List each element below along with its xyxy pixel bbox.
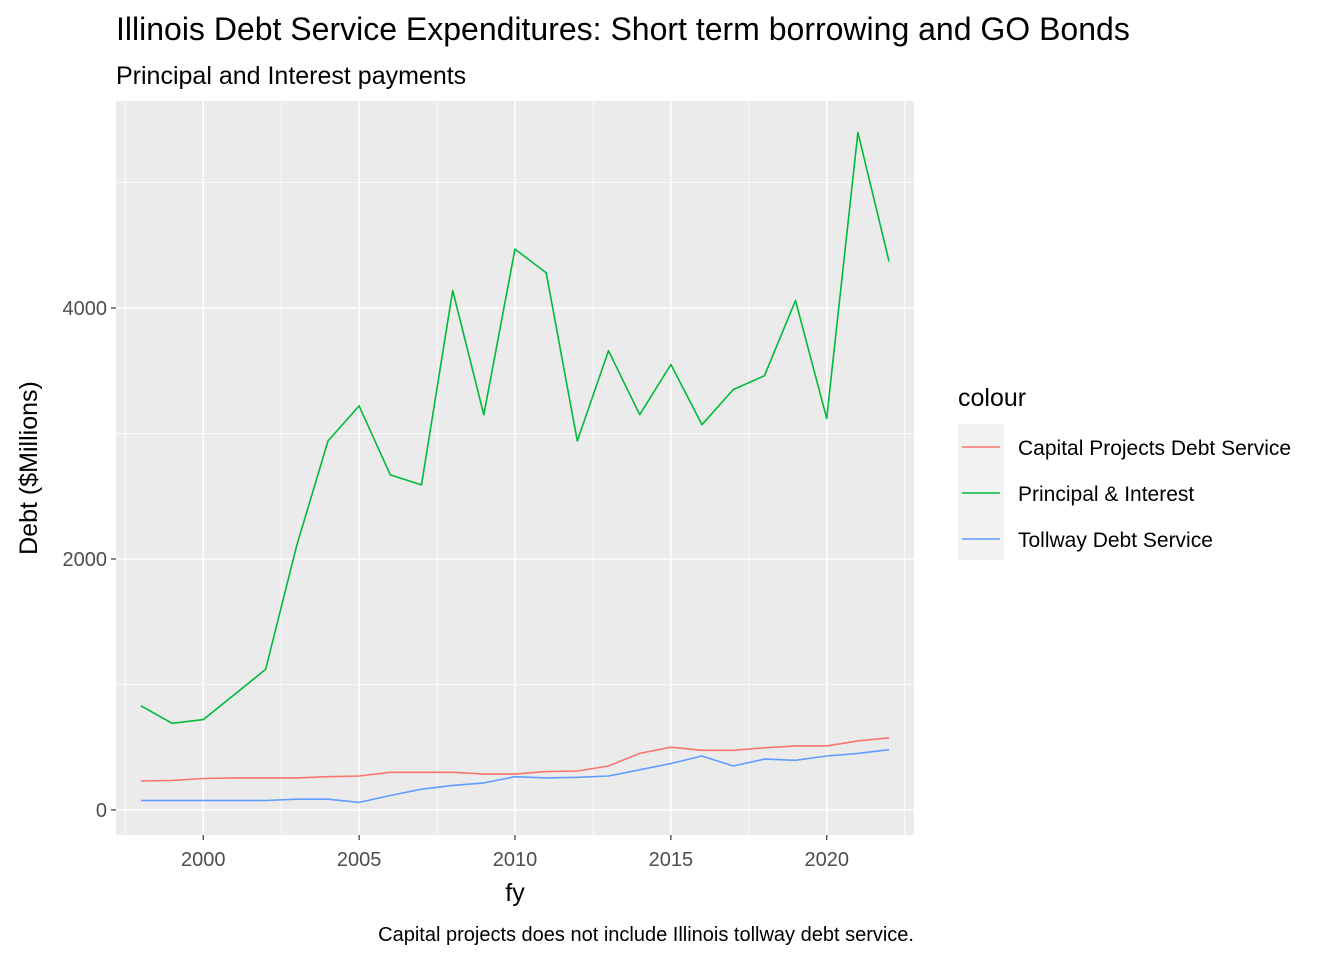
legend-label: Tollway Debt Service: [1018, 529, 1213, 552]
chart-title: Illinois Debt Service Expenditures: Shor…: [116, 11, 1130, 47]
legend: colour Capital Projects Debt Service Prin…: [958, 384, 1291, 560]
series-line-tollway-debt-service: [140, 748, 890, 804]
chart-subtitle: Principal and Interest payments: [116, 62, 466, 90]
major-gridlines: [116, 101, 914, 835]
x-tick-label: 2005: [337, 849, 382, 871]
y-tick-label: 2000: [63, 549, 108, 571]
chart-caption: Capital projects does not include Illino…: [378, 924, 914, 946]
y-tick-label: 0: [96, 800, 107, 822]
x-tick-label: 2000: [181, 849, 226, 871]
series-line-principal-interest: [140, 131, 890, 725]
x-tick-label: 2015: [649, 849, 694, 871]
legend-items: Capital Projects Debt Service Principal &…: [962, 437, 1291, 552]
x-axis: 2000 2005 2010 2015 2020: [181, 835, 849, 871]
x-axis-title: fy: [505, 879, 525, 907]
legend-label: Principal & Interest: [1018, 483, 1194, 506]
x-tick-label: 2010: [493, 849, 538, 871]
y-axis: 0 2000 4000: [63, 298, 116, 822]
y-tick-label: 4000: [63, 298, 108, 320]
series-line-capital-projects-debt-service: [140, 737, 890, 782]
series-lines: [140, 131, 890, 804]
legend-label: Capital Projects Debt Service: [1018, 437, 1291, 460]
y-axis-title: Debt ($Millions): [15, 381, 43, 555]
legend-title: colour: [958, 384, 1026, 412]
minor-gridlines: [116, 101, 914, 835]
x-tick-label: 2020: [804, 849, 849, 871]
